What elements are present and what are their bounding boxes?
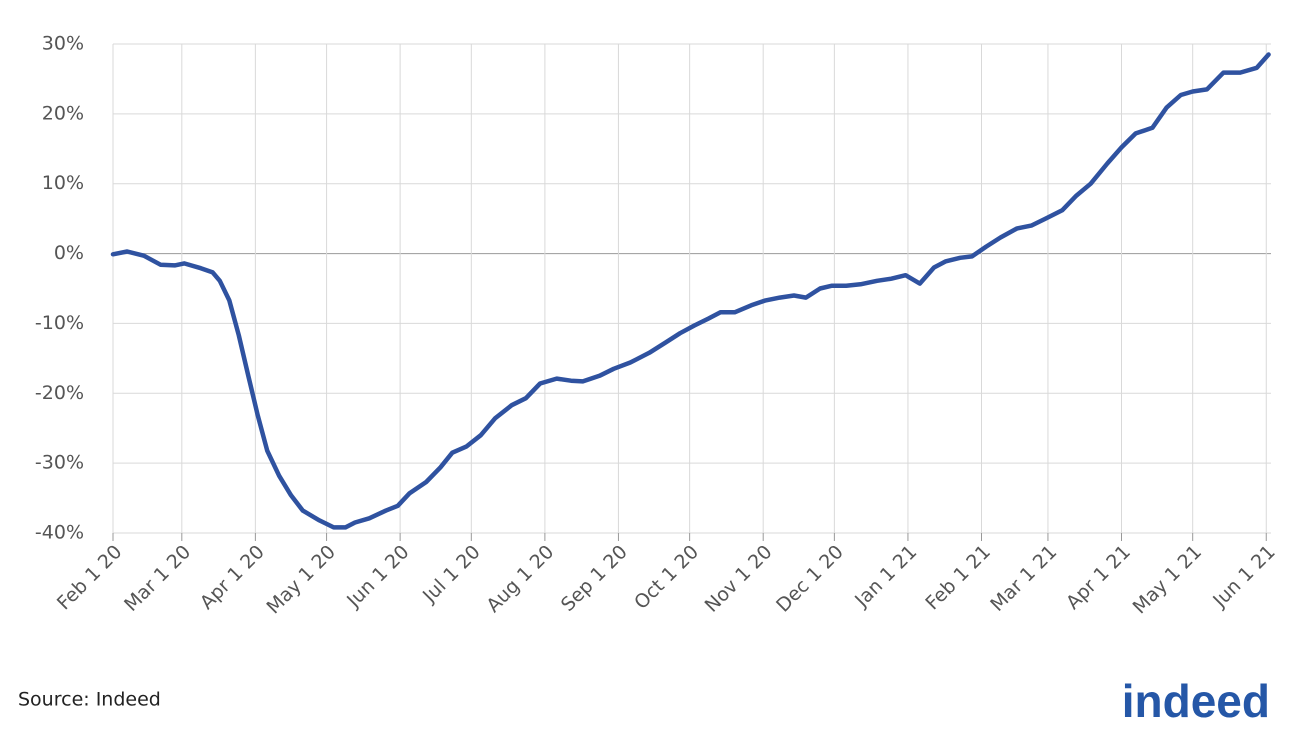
x-tick-label: Jul 1 20	[418, 541, 485, 608]
data-line	[110, 52, 1271, 530]
x-tick-label: Nov 1 20	[701, 541, 777, 617]
x-tick-label: Jun 1 20	[342, 541, 413, 612]
x-tick-label: Oct 1 20	[630, 541, 703, 614]
y-tick-label: 0%	[54, 242, 84, 264]
source-note: Source: Indeed	[18, 689, 161, 711]
x-tick-label: Mar 1 21	[986, 541, 1061, 616]
x-tick-label: Aug 1 20	[482, 541, 558, 617]
y-tick-label: 30%	[42, 33, 84, 55]
y-tick-label: -10%	[35, 312, 84, 334]
x-tick-label: May 1 21	[1129, 541, 1207, 619]
x-tick-label: Dec 1 20	[772, 541, 848, 617]
y-tick-label: 10%	[42, 172, 84, 194]
y-tick-label: -30%	[35, 452, 84, 474]
y-tick-label: -20%	[35, 382, 84, 404]
x-tick-label: Feb 1 20	[53, 541, 127, 615]
y-tick-label: -40%	[35, 522, 84, 544]
logo: indeed	[1122, 675, 1270, 727]
y-tick-label: 20%	[42, 102, 84, 124]
x-tick-label: Mar 1 20	[120, 541, 195, 616]
x-tick-label: May 1 20	[262, 541, 340, 619]
x-tick-label: Sep 1 20	[557, 541, 632, 616]
x-tick-label: Jun 1 21	[1208, 541, 1279, 612]
x-tick-label: Feb 1 21	[921, 541, 995, 615]
x-tick-label: Apr 1 21	[1062, 541, 1135, 614]
x-tick-label: Jan 1 21	[850, 541, 921, 612]
x-tick-label: Apr 1 20	[196, 541, 269, 614]
